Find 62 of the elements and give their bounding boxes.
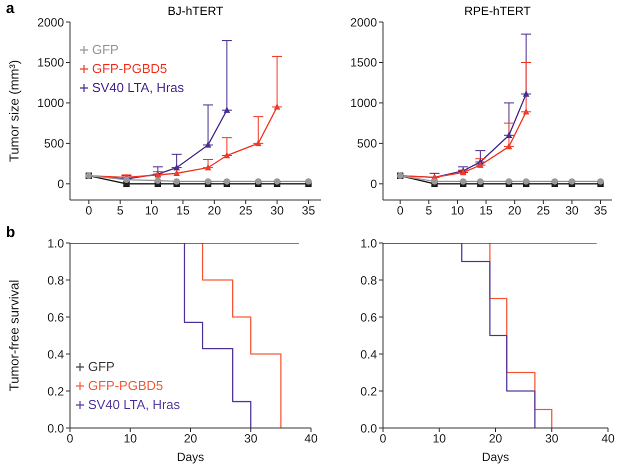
x-tick-label: 40 bbox=[601, 432, 615, 446]
x-tick-label: 10 bbox=[432, 432, 446, 446]
y-tick-label: 0.2 bbox=[47, 384, 64, 398]
x-axis-title: Days bbox=[176, 450, 204, 464]
y-tick-label: 0.6 bbox=[47, 310, 64, 324]
legend-label: SV40 LTA, Hras bbox=[88, 396, 180, 414]
legend-label: GFP bbox=[92, 41, 119, 59]
x-axis-title: Days bbox=[482, 450, 510, 464]
legend-label: GFP-PGBD5 bbox=[92, 60, 168, 78]
x-tick-label: 15 bbox=[176, 204, 190, 218]
text: a bbox=[6, 0, 14, 17]
x-tick-label: 20 bbox=[184, 432, 198, 446]
x-tick-label: 35 bbox=[594, 204, 608, 218]
chart-title: BJ-hTERT bbox=[166, 4, 224, 18]
x-tick-label: 15 bbox=[479, 204, 494, 218]
y-tick-label: 1.0 bbox=[47, 236, 64, 250]
x-tick-label: 25 bbox=[536, 204, 550, 218]
y-tick-label: 0 bbox=[370, 177, 378, 192]
legend-label: GFP-PGBD5 bbox=[88, 377, 164, 395]
x-tick-label: 30 bbox=[270, 204, 284, 218]
x-tick-label: 5 bbox=[116, 204, 124, 218]
chart-title: RPE-hTERT bbox=[463, 4, 532, 18]
y-tick-label: 2000 bbox=[37, 15, 64, 30]
y-tick-label: 1500 bbox=[350, 56, 378, 70]
x-tick-label: 20 bbox=[488, 432, 502, 446]
y-tick-label: 1000 bbox=[37, 96, 64, 110]
x-tick-label: 25 bbox=[239, 204, 253, 218]
x-tick-label: 10 bbox=[144, 204, 159, 218]
x-tick-label: 0 bbox=[66, 432, 74, 446]
x-tick-label: 20 bbox=[208, 204, 222, 218]
y-tick-label: 0 bbox=[57, 177, 64, 192]
x-tick-label: 0 bbox=[85, 204, 92, 218]
legend-label: SV40 LTA, Hras bbox=[92, 79, 184, 97]
x-tick-label: 5 bbox=[425, 204, 432, 218]
y-tick-label: 1500 bbox=[37, 56, 64, 70]
y-tick-label: 0.2 bbox=[360, 384, 378, 398]
text: b bbox=[6, 224, 16, 241]
y-tick-label: 500 bbox=[356, 136, 378, 151]
y-axis-title: Tumor size (mm³) bbox=[6, 60, 22, 162]
y-tick-label: 0.8 bbox=[360, 273, 378, 288]
y-tick-label: 0.4 bbox=[360, 347, 378, 362]
y-tick-label: 0.8 bbox=[47, 273, 64, 288]
legend-label: GFP bbox=[88, 358, 115, 376]
y-tick-label: 0.4 bbox=[47, 347, 64, 362]
x-tick-label: 10 bbox=[450, 204, 464, 218]
y-tick-label: 0.6 bbox=[360, 310, 378, 324]
y-tick-label: 1000 bbox=[350, 96, 378, 110]
x-tick-label: 30 bbox=[545, 432, 559, 446]
y-tick-label: 500 bbox=[44, 136, 64, 151]
x-tick-label: 0 bbox=[396, 204, 404, 218]
y-tick-label: 0.0 bbox=[360, 421, 378, 436]
x-tick-label: 35 bbox=[302, 204, 316, 218]
x-tick-label: 20 bbox=[508, 204, 522, 218]
y-tick-label: 0.0 bbox=[47, 421, 64, 436]
x-tick-label: 40 bbox=[304, 432, 318, 446]
y-tick-label: 1.0 bbox=[360, 236, 378, 250]
x-tick-label: 30 bbox=[565, 204, 579, 218]
x-tick-label: 10 bbox=[124, 432, 138, 446]
x-tick-label: 30 bbox=[244, 432, 258, 446]
y-tick-label: 2000 bbox=[350, 15, 378, 30]
x-tick-label: 0 bbox=[380, 432, 387, 446]
y-axis-title: Tumor-free survival bbox=[6, 280, 22, 392]
